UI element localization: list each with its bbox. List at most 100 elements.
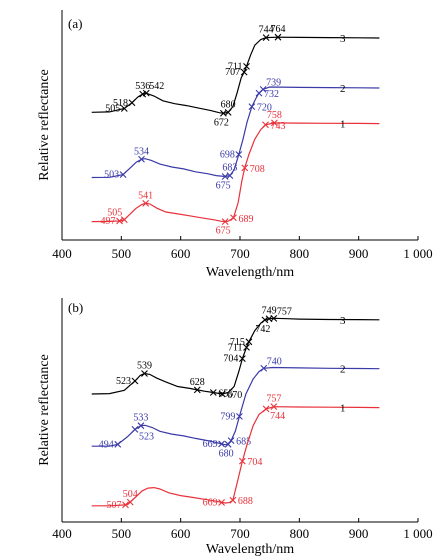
panel-a: 400 500 600 700 800 900 1 000 Wavelength/nm Rela…	[37, 10, 433, 280]
point-marker	[238, 457, 246, 465]
point-marker	[119, 171, 127, 179]
point-marker	[245, 338, 253, 346]
x-tick-label: 800	[290, 246, 310, 261]
data-label: 675	[216, 226, 231, 237]
data-label: 680	[221, 99, 236, 110]
data-label: 743	[271, 121, 286, 132]
x-tick-label: 700	[230, 246, 250, 261]
point-marker	[142, 199, 150, 207]
data-label: 523	[116, 376, 131, 387]
point-marker	[131, 377, 139, 385]
point-marker	[236, 412, 243, 420]
point-marker	[128, 99, 136, 107]
data-label: 739	[266, 77, 281, 88]
point-marker	[138, 155, 145, 163]
point-marker	[221, 218, 229, 225]
x-tick-label: 900	[349, 526, 369, 541]
point-marker	[243, 344, 250, 351]
y-axis-title: Relative reflectance	[37, 354, 52, 466]
point-marker	[241, 164, 249, 172]
x-tick-label: 400	[52, 246, 72, 261]
data-label: 675	[216, 181, 231, 192]
point-marker	[137, 422, 145, 430]
data-label: 534	[134, 146, 149, 157]
point-marker	[271, 119, 278, 127]
data-label: 504	[123, 489, 138, 500]
data-label: 523	[139, 431, 154, 442]
data-label: 704	[223, 354, 238, 365]
point-marker	[122, 501, 129, 509]
data-label: 503	[104, 170, 119, 181]
point-marker	[274, 33, 282, 41]
data-label: 764	[270, 24, 285, 35]
data-label: 711	[228, 342, 243, 353]
series-label-1: 1	[340, 119, 346, 131]
point-marker	[238, 355, 246, 362]
point-marker	[120, 216, 128, 224]
point-marker	[131, 426, 139, 433]
panel-b: 400 500 600 700 800 900 1 000 Wavelength/nm Rela…	[37, 298, 433, 556]
point-marker	[226, 172, 234, 179]
x-tick-label: 1 000	[403, 246, 432, 261]
x-axis-title: Wavelength/nm	[206, 265, 294, 280]
series-label-2: 2	[340, 83, 346, 95]
data-label: 672	[214, 117, 229, 128]
data-label: 689	[238, 214, 253, 225]
data-label: 740	[267, 356, 282, 367]
data-label: 536	[135, 81, 150, 92]
x-tick-label: 900	[349, 246, 369, 261]
data-label: 533	[133, 413, 148, 424]
data-label: 711	[228, 61, 243, 72]
x-tick-label: 400	[52, 526, 72, 541]
data-label: 704	[247, 457, 262, 468]
data-label: 541	[138, 190, 153, 201]
point-marker	[114, 440, 122, 448]
data-label: 655	[218, 389, 233, 400]
point-marker	[261, 316, 269, 324]
point-marker	[218, 440, 225, 448]
point-marker	[218, 499, 225, 506]
x-tick-label: 700	[230, 526, 250, 541]
point-marker	[235, 151, 243, 158]
point-marker	[193, 386, 201, 394]
point-marker	[270, 403, 278, 411]
x-axis-title: Wavelength/nm	[206, 542, 294, 556]
point-marker	[142, 89, 150, 97]
point-marker	[260, 364, 268, 372]
data-label: 542	[149, 81, 164, 92]
data-label: 742	[255, 324, 270, 335]
x-tick-label: 1 000	[403, 526, 432, 541]
point-marker	[218, 390, 226, 398]
point-marker	[126, 498, 134, 506]
x-tick-label: 500	[112, 246, 132, 261]
panel-label: (b)	[68, 300, 83, 315]
data-label: 758	[267, 110, 282, 121]
data-label: 680	[219, 448, 234, 459]
point-marker	[227, 437, 235, 444]
x-tick-label: 500	[112, 526, 132, 541]
data-label: 715	[230, 337, 245, 348]
point-marker	[116, 217, 123, 225]
series-label-3: 3	[340, 315, 346, 327]
point-marker	[224, 108, 232, 116]
data-label: 494	[99, 439, 114, 450]
x-tick-label: 800	[290, 526, 310, 541]
point-marker	[141, 370, 148, 377]
data-label: 749	[262, 306, 277, 317]
point-marker	[259, 85, 267, 93]
data-label: 683	[222, 163, 237, 174]
point-marker	[270, 314, 278, 322]
x-tick-label: 600	[171, 526, 191, 541]
data-label: 505	[107, 208, 122, 219]
series-label-2: 2	[340, 364, 346, 376]
data-label: 799	[220, 411, 235, 422]
data-label: 685	[236, 437, 251, 448]
data-label: 688	[238, 496, 253, 507]
data-label: 707	[225, 67, 240, 78]
panel-label: (a)	[68, 16, 82, 31]
point-marker	[262, 405, 270, 413]
point-marker	[248, 103, 256, 110]
data-label: 757	[277, 306, 292, 317]
data-label: 669	[203, 439, 218, 450]
point-marker	[243, 62, 250, 70]
